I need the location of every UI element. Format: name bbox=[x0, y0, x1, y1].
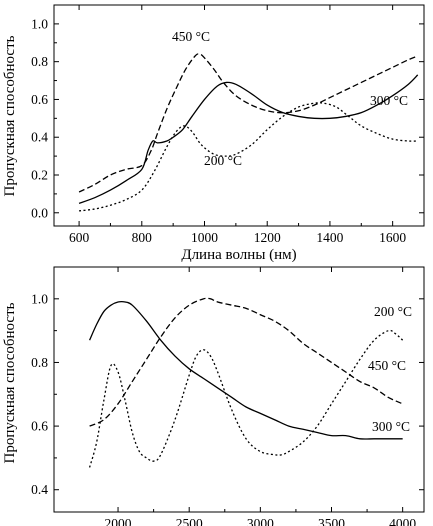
x-axis-label: Длина волны (нм) bbox=[181, 247, 296, 263]
y-tick-label: 1.0 bbox=[31, 291, 48, 306]
x-tick-label: 2000 bbox=[105, 516, 132, 526]
x-tick-label: 1200 bbox=[254, 230, 281, 245]
plot-frame bbox=[53, 266, 425, 513]
curve-annotation: 450 °C bbox=[368, 358, 406, 373]
y-tick-label: 0.6 bbox=[31, 419, 48, 434]
x-tick-label: 600 bbox=[69, 230, 90, 245]
x-tick-label: 2500 bbox=[176, 516, 203, 526]
y-axis-label: Пропускная способность bbox=[2, 35, 18, 196]
y-tick-label: 0.6 bbox=[31, 92, 48, 107]
series-line-450C bbox=[78, 53, 418, 193]
curve-annotation: 300 °C bbox=[370, 93, 408, 108]
plot-frame bbox=[53, 4, 425, 227]
y-tick-label: 1.0 bbox=[31, 16, 48, 31]
series-line-200C bbox=[89, 297, 403, 427]
curve-annotation: 200 °C bbox=[204, 153, 242, 168]
x-tick-label: 3000 bbox=[247, 516, 274, 526]
y-axis-label: Пропускная способность bbox=[2, 302, 18, 463]
y-tick-label: 0.4 bbox=[31, 482, 48, 497]
y-tick-label: 0.8 bbox=[31, 355, 48, 370]
x-tick-label: 1400 bbox=[316, 230, 343, 245]
y-tick-label: 0.8 bbox=[31, 54, 48, 69]
y-tick-label: 0.4 bbox=[31, 130, 48, 145]
x-tick-label: 4000 bbox=[389, 516, 416, 526]
x-tick-label: 1000 bbox=[191, 230, 218, 245]
x-tick-label: 3500 bbox=[318, 516, 345, 526]
curve-annotation: 200 °C bbox=[374, 304, 412, 319]
curve-annotation: 450 °C bbox=[172, 29, 210, 44]
panel-top: 600 800 1000 1200 1400 1600 0.0 0.2 0.4 0.6 0.8 1.0… bbox=[2, 4, 425, 263]
series-line-300C bbox=[88, 300, 403, 440]
series-line-200C bbox=[79, 102, 418, 212]
y-tick-label: 0.2 bbox=[31, 168, 48, 183]
series-line-300C bbox=[78, 74, 419, 204]
curve-annotation: 300 °C bbox=[372, 419, 410, 434]
x-tick-label: 800 bbox=[132, 230, 153, 245]
panel-bottom: 2000 2500 3000 3500 4000 0.4 0.6 0.8 1.0 200 °C 45… bbox=[2, 266, 425, 526]
series-line-450C bbox=[88, 329, 404, 468]
y-tick-label: 0.0 bbox=[31, 205, 48, 220]
x-tick-label: 1600 bbox=[379, 230, 406, 245]
